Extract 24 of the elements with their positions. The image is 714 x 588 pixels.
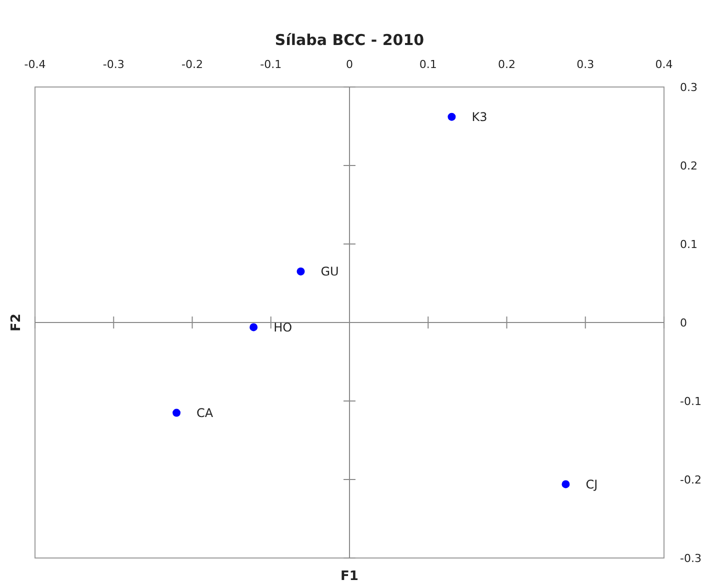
x-tick-label: 0.2 bbox=[498, 58, 516, 71]
y-tick-label: -0.2 bbox=[680, 473, 702, 486]
x-tick-label: 0 bbox=[346, 58, 353, 71]
x-tick-label: 0.4 bbox=[655, 58, 673, 71]
y-tick-label: 0.2 bbox=[680, 159, 698, 172]
x-tick-label: -0.2 bbox=[182, 58, 203, 71]
annotation: CA bbox=[196, 406, 214, 420]
y-tick-label: 0.3 bbox=[680, 80, 698, 94]
annotation: CJ bbox=[586, 477, 598, 492]
annotation: HO bbox=[274, 320, 292, 334]
x-tick-label: 0.3 bbox=[576, 58, 594, 71]
y-tick-label: 0 bbox=[680, 316, 687, 330]
chart-title: Sílaba BCC - 2010 bbox=[274, 31, 424, 49]
annotation: GU bbox=[320, 264, 339, 279]
y-axis-title: F2 bbox=[9, 314, 24, 332]
x-tick-label: -0.4 bbox=[24, 58, 46, 71]
x-axis-title: F1 bbox=[340, 569, 358, 584]
x-tick-label: -0.3 bbox=[102, 58, 124, 71]
y-tick-label: -0.1 bbox=[680, 394, 702, 408]
x-tick-label: -0.1 bbox=[260, 58, 282, 71]
annotation: K3 bbox=[472, 110, 488, 124]
y-tick-label: 0.1 bbox=[680, 238, 698, 251]
y-tick-label: -0.3 bbox=[680, 552, 702, 565]
x-tick-label: 0.1 bbox=[419, 58, 437, 71]
